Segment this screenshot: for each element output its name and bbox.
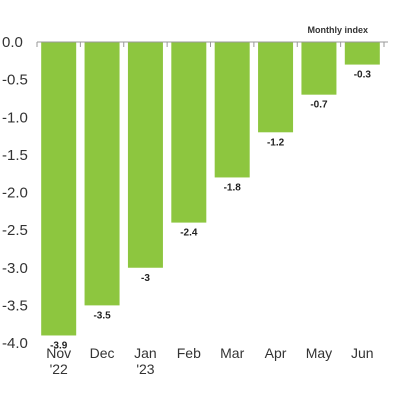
bar-1 <box>84 42 120 306</box>
y-tick-label-6: -3.0 <box>2 260 28 277</box>
legend-series-label: Monthly index <box>308 25 369 35</box>
bar-7 <box>344 42 380 65</box>
y-tick-label-1: -0.5 <box>2 72 28 89</box>
x-tick-label-2-line2: '23 <box>136 361 154 377</box>
x-tick-label-6: May <box>306 345 332 361</box>
bar-5 <box>258 42 294 133</box>
x-tick-label-5: Apr <box>265 345 287 361</box>
x-tick-label-3: Feb <box>177 345 201 361</box>
y-tick-label-7: -3.5 <box>2 297 28 314</box>
data-label-0: -3.9 <box>50 340 68 351</box>
x-tick-label-0: Nov <box>46 345 71 361</box>
data-label-5: -1.2 <box>267 137 285 148</box>
y-tick-label-3: -1.5 <box>2 147 28 164</box>
data-label-4: -1.8 <box>224 182 242 193</box>
bar-4 <box>214 42 250 178</box>
y-tick-label-0: 0.0 <box>2 34 23 51</box>
data-label-6: -0.7 <box>310 100 328 111</box>
data-labels: -3.9 -3.5 -3 -2.4 -1.8 -1.2 -0.7 -0.3 <box>50 70 371 352</box>
x-tick-label-1: Dec <box>90 345 115 361</box>
bars-group <box>41 42 380 336</box>
bar-6 <box>301 42 337 95</box>
x-tick-label-0-line2: '22 <box>50 361 68 377</box>
x-tick-label-7: Jun <box>351 345 374 361</box>
data-label-3: -2.4 <box>180 228 198 239</box>
y-tick-label-2: -1.0 <box>2 109 28 126</box>
y-tick-label-8: -4.0 <box>2 335 28 352</box>
x-tick-label-4: Mar <box>220 345 244 361</box>
bar-2 <box>127 42 163 268</box>
data-label-2: -3 <box>141 273 150 284</box>
y-axis: 0.0 -0.5 -1.0 -1.5 -2.0 -2.5 -3.0 -3.5 -4.0 <box>2 34 28 352</box>
bar-3 <box>171 42 207 223</box>
y-tick-label-4: -2.0 <box>2 185 28 202</box>
bar-0 <box>41 42 77 336</box>
data-label-1: -3.5 <box>93 310 111 321</box>
data-label-7: -0.3 <box>354 70 372 81</box>
x-axis: Nov'22 Dec Jan'23 Feb Mar Apr May Jun <box>36 42 385 377</box>
y-tick-label-5: -2.5 <box>2 222 28 239</box>
x-tick-label-2: Jan <box>134 345 157 361</box>
